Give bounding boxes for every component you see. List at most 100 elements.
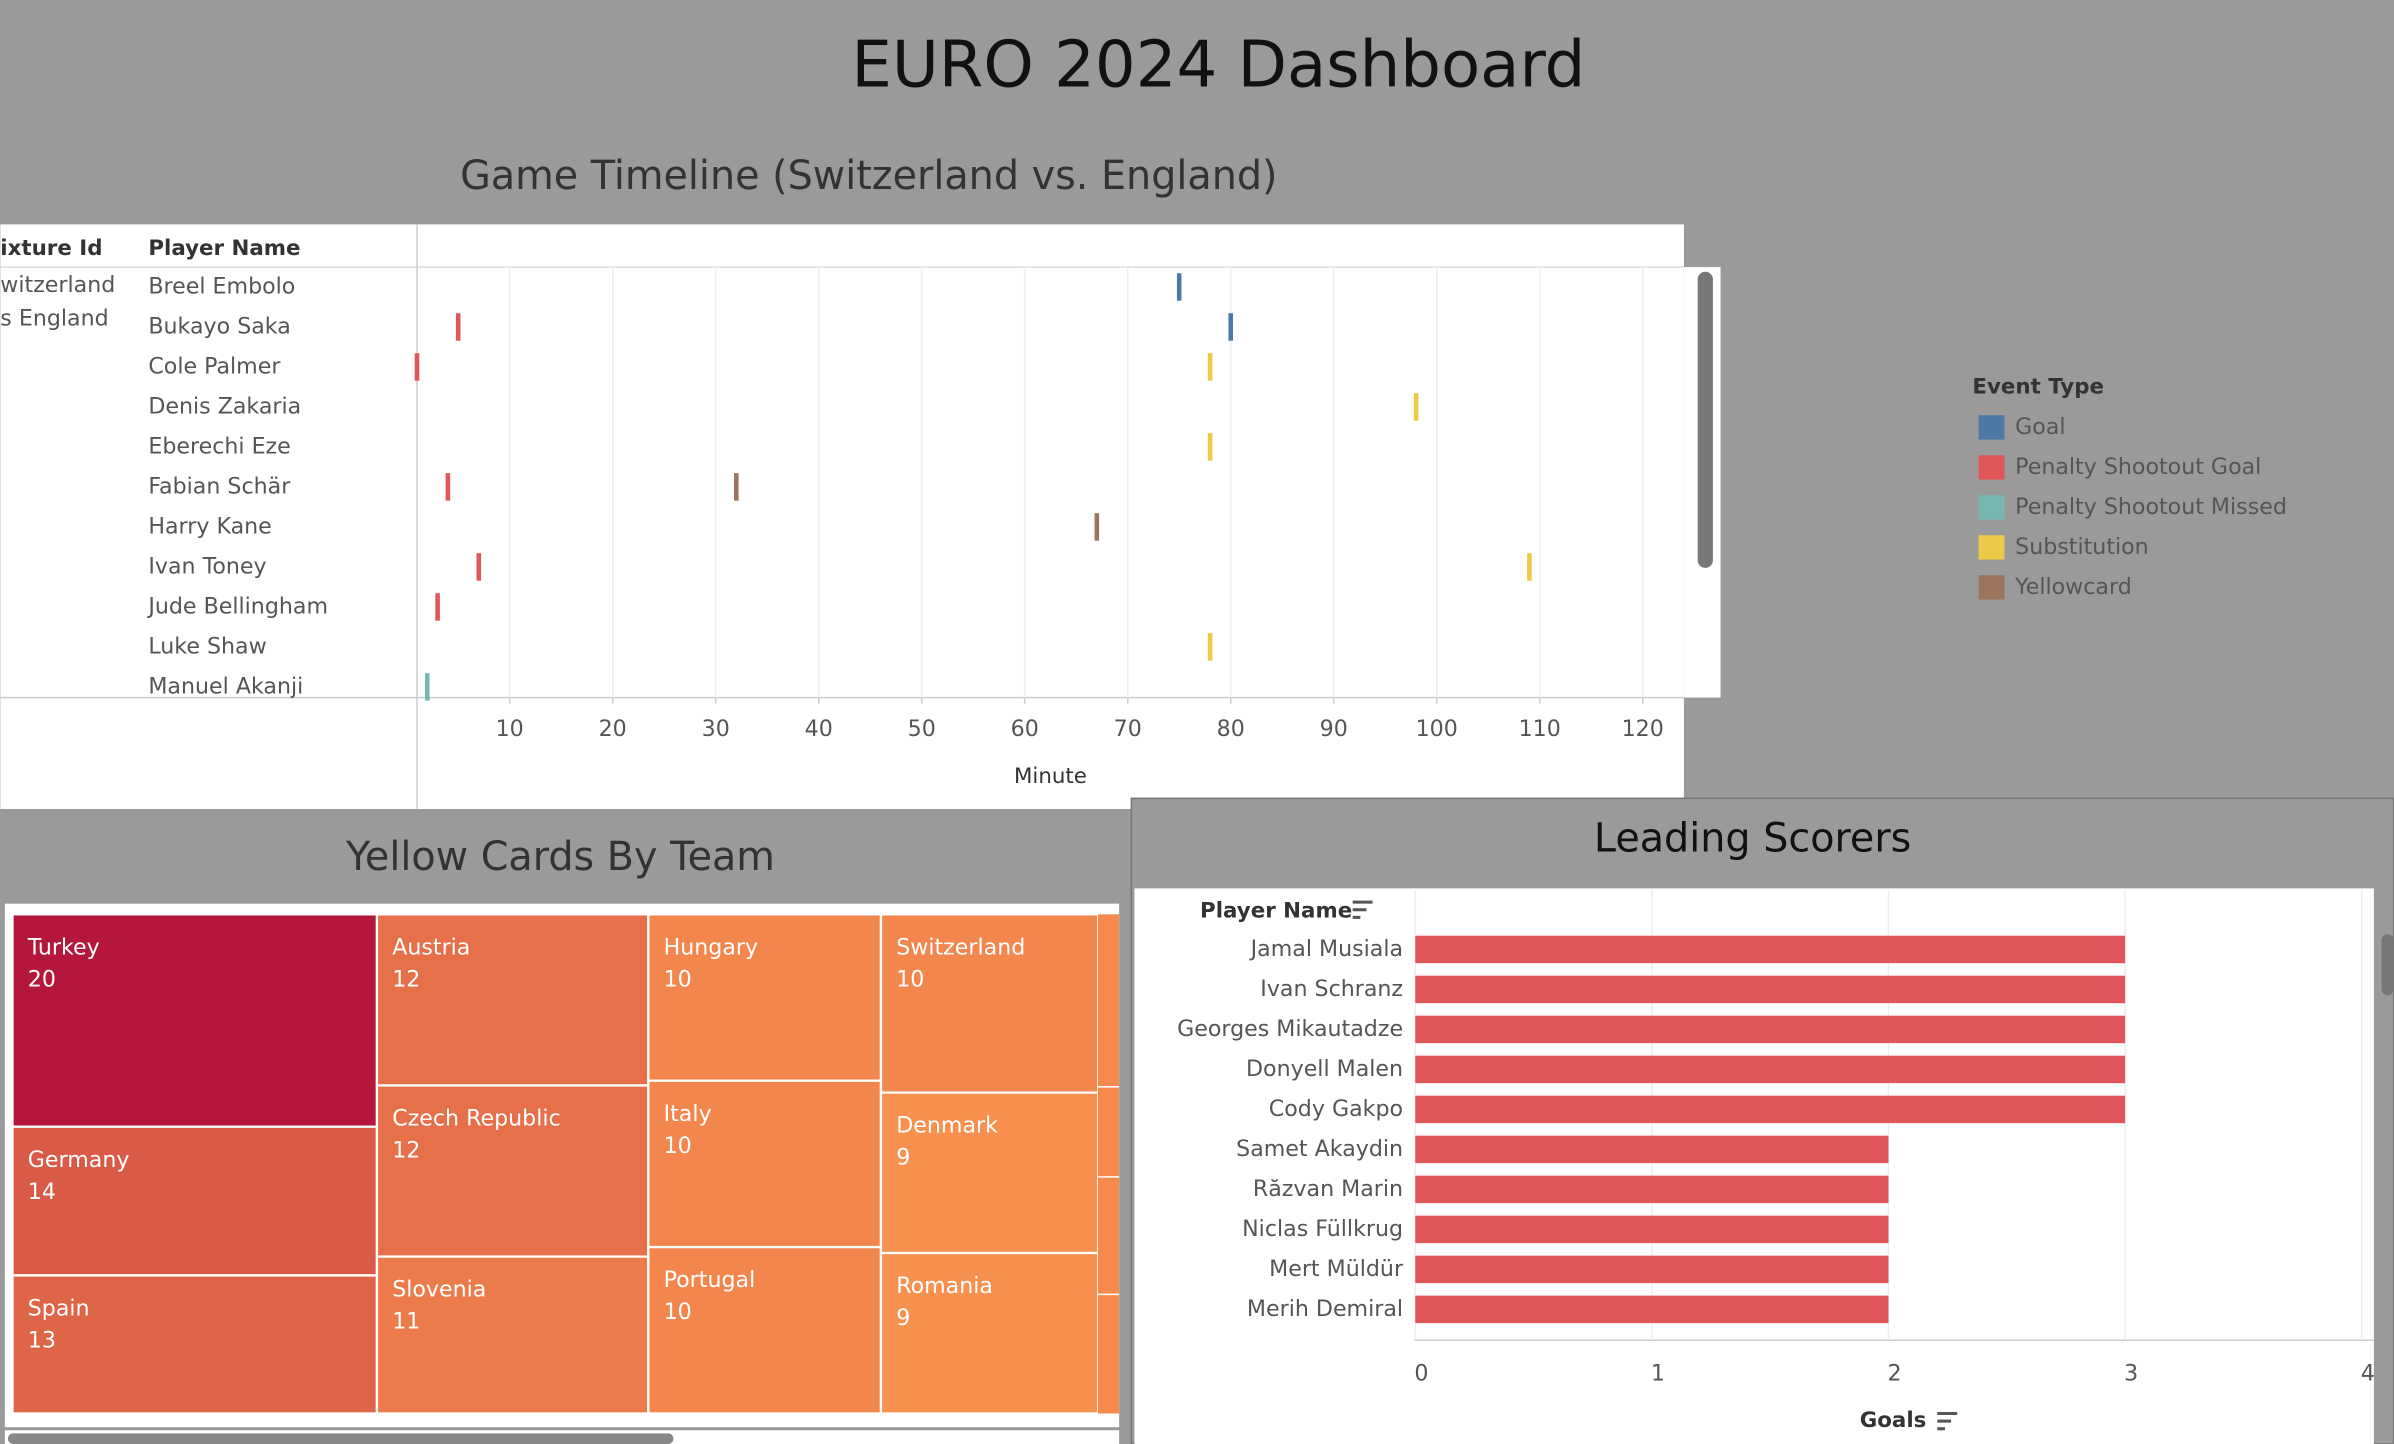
bar [1415, 1135, 1889, 1164]
chart-title: Leading Scorers [1594, 816, 1911, 862]
legend-swatch [1978, 575, 2005, 600]
legend-label: Penalty Shootout Goal [2015, 454, 2261, 480]
bar [1415, 975, 2126, 1004]
bar [1415, 1295, 1889, 1324]
event-marker [455, 313, 461, 341]
event-marker [476, 553, 482, 581]
x-tick-label: 70 [1114, 716, 1142, 742]
row-label: Donyell Malen [1246, 1056, 1403, 1082]
x-tick-label: 2 [1888, 1360, 1902, 1386]
x-tick-label: 80 [1217, 716, 1245, 742]
treemap-cell [375, 1255, 650, 1415]
treemap-cell [647, 913, 883, 1082]
cell-label: Austria [392, 934, 470, 960]
timeline-panel [0, 224, 1684, 810]
event-marker [734, 473, 739, 501]
row-label: Luke Shaw [148, 633, 266, 659]
scrollbar-thumb[interactable] [1697, 271, 1713, 568]
row-label: Cole Palmer [148, 353, 281, 379]
x-tick-label: 40 [805, 716, 833, 742]
x-tick-label: 1 [1651, 1360, 1665, 1386]
cell-value: 11 [392, 1309, 420, 1335]
cell-label: Romania [896, 1273, 993, 1299]
cropped-cells [1097, 914, 1120, 1414]
bar [1415, 1095, 2126, 1124]
cell-value: 14 [28, 1179, 56, 1205]
cell-label: Denmark [896, 1113, 998, 1139]
h-scrollbar-thumb[interactable] [7, 1433, 674, 1444]
row-label: Georges Mikautadze [1177, 1016, 1403, 1042]
x-axis-label: Minute [1014, 764, 1087, 789]
x-tick-label: 20 [599, 716, 627, 742]
scorers-panel [1134, 888, 2374, 1444]
cell-label: Germany [28, 1147, 130, 1173]
cell-value: 9 [896, 1145, 910, 1171]
cell-value: 12 [392, 1138, 420, 1164]
x-tick-label: 4 [2361, 1360, 2375, 1386]
treemap-cell [11, 1125, 379, 1277]
x-tick-label: 0 [1414, 1360, 1428, 1386]
treemap-cell [879, 1091, 1100, 1255]
x-tick-label: 10 [496, 716, 524, 742]
legend-label: Goal [2015, 414, 2065, 440]
row-label: Samet Akaydin [1236, 1136, 1403, 1162]
cell-label: Italy [664, 1101, 712, 1127]
bar [1415, 935, 2126, 964]
event-marker [1207, 433, 1213, 461]
row-label: Breel Embolo [148, 273, 295, 299]
cell-label: Hungary [664, 934, 758, 960]
treemap-cell [879, 1251, 1100, 1415]
event-marker [1094, 513, 1100, 541]
cell-label: Turkey [27, 934, 100, 960]
event-marker [1413, 393, 1419, 421]
cell-label: Portugal [664, 1267, 756, 1293]
legend-label: Substitution [2015, 534, 2149, 560]
legend-swatch [1978, 455, 2005, 480]
bar [1415, 1215, 1889, 1244]
treemap-cell [647, 1079, 883, 1249]
x-tick-label: 50 [908, 716, 936, 742]
x-tick-label: 120 [1622, 716, 1664, 742]
scrollbar-thumb[interactable] [2381, 934, 2394, 996]
event-marker [414, 353, 420, 381]
timeline-chart: ixture Id Player Name witzerland s England 1… [0, 236, 1664, 789]
x-tick-label: 100 [1416, 716, 1458, 742]
row-label: Mert Müldür [1269, 1256, 1404, 1282]
cell-value: 20 [28, 966, 56, 992]
row-label: Cody Gakpo [1269, 1096, 1403, 1122]
sort-icon[interactable] [1352, 900, 1373, 919]
event-marker [1527, 553, 1532, 581]
row-label: Manuel Akanji [148, 673, 303, 699]
cell-value: 10 [896, 966, 924, 992]
row-label: Merih Demiral [1247, 1296, 1403, 1322]
bar [1415, 1015, 2126, 1044]
treemap-cell [375, 1084, 650, 1258]
legend-swatch [1978, 415, 2005, 440]
column-header: Player Name [1200, 898, 1352, 923]
event-marker [1207, 633, 1213, 661]
legend-label: Penalty Shootout Missed [2015, 494, 2287, 520]
sort-icon[interactable] [1937, 1411, 1958, 1431]
column-header: Player Name [148, 236, 300, 261]
event-marker [435, 593, 440, 621]
cell-value: 10 [664, 966, 692, 992]
row-label: Fabian Schär [148, 473, 291, 499]
cell-value: 13 [28, 1328, 56, 1354]
bar [1415, 1055, 2126, 1084]
cell-value: 10 [664, 1299, 692, 1325]
row-label: Eberechi Eze [148, 433, 290, 459]
chart-title: Game Timeline (Switzerland vs. England) [460, 153, 1277, 199]
cell-value: 12 [392, 966, 420, 992]
fixture-label: s England [0, 306, 108, 332]
cell-label: Czech Republic [392, 1106, 560, 1132]
row-label: Jude Bellingham [146, 593, 328, 619]
event-marker [445, 473, 451, 501]
x-tick-label: 90 [1320, 716, 1348, 742]
treemap-cell [11, 1274, 379, 1415]
x-tick-label: 30 [702, 716, 730, 742]
bars-clip: Jamal Musiala Ivan Schranz Georges Mikauta… [1177, 889, 2363, 1341]
cell-value: 9 [896, 1305, 910, 1331]
column-header: ixture Id [0, 236, 102, 261]
